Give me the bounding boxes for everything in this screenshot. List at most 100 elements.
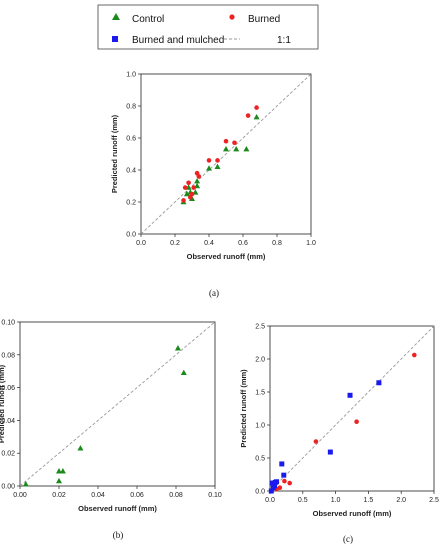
data-point-burned-mulched: [327, 449, 333, 455]
x-tick-label: 2.0: [396, 497, 406, 504]
legend: Control Burned Burned and mulched 1:1: [97, 4, 319, 50]
plot-frame: [140, 73, 312, 235]
y-tick-label: 0.0: [126, 232, 136, 239]
data-point-burned-mulched: [281, 472, 287, 478]
chart-panel-a: 0.0 0.2 0.4 0.6 0.8 1.0 0.0 0.2 0.4 0.6 0.8 1.0 Obse…: [110, 72, 316, 299]
x-tick-label: 0.0: [265, 497, 275, 504]
x-axis-label: Observed runoff (mm): [313, 509, 392, 518]
data-point-control: [206, 165, 212, 171]
x-axis-label: Observed runoff (mm): [78, 504, 157, 513]
x-tick-label: 0.06: [130, 492, 144, 499]
y-axis-label: Predicted runoff (mm): [110, 114, 119, 193]
y-tick-label: 0.0: [255, 489, 265, 496]
x-tick-label: 0.0: [136, 240, 146, 247]
data-point-control: [214, 163, 221, 169]
chart-panel-c: 0.0 0.5 1.0 1.5 2.0 2.5 0.0 0.5 1.0 1.5 2.0 2.5 Obse…: [239, 324, 439, 545]
y-tick-label: 1.0: [255, 423, 265, 430]
y-tick-label: 0.4: [126, 168, 136, 175]
data-point-burned: [191, 185, 196, 190]
plot-frame: [19, 321, 216, 487]
data-point-burned: [196, 174, 202, 179]
data-point-control: [180, 369, 187, 376]
x-tick-label: 0.5: [298, 497, 308, 504]
chart-panel-b: 0.00 0.02 0.04 0.06 0.08 0.10 0.00 0.02 0.04 0.06…: [0, 320, 222, 541]
x-tick-label: 0.10: [208, 492, 222, 499]
x-tick-label: 1.0: [331, 497, 341, 504]
y-tick-label: 2.5: [255, 324, 265, 331]
legend-box: [97, 4, 319, 50]
data-point-burned: [189, 191, 195, 197]
y-axis-label: Predicted runoff (mm): [239, 369, 248, 448]
data-point-burned: [254, 105, 259, 110]
x-tick-label: 1.0: [306, 240, 316, 247]
data-point-burned-mulched: [272, 483, 278, 489]
y-tick-label: 0.2: [126, 200, 136, 207]
data-point-burned-mulched: [347, 392, 353, 398]
panel-label: (c): [343, 534, 353, 544]
data-point-burned: [206, 158, 212, 163]
y-tick-label: 0.04: [1, 418, 15, 425]
data-point-burned-mulched: [274, 479, 280, 485]
data-point-control: [56, 477, 62, 484]
x-tick-label: 0.6: [238, 240, 248, 247]
x-tick-label: 0.8: [272, 240, 282, 247]
data-point-burned: [182, 185, 188, 190]
data-point-control: [253, 114, 260, 120]
x-tick-label: 2.5: [429, 497, 439, 504]
one-to-one-line: [269, 325, 435, 492]
data-point-burned-mulched: [279, 461, 285, 467]
one-to-one-line: [140, 73, 312, 235]
x-tick-label: 0.4: [204, 240, 214, 247]
panel-label: (b): [113, 530, 124, 540]
legend-triangle-icon: [112, 13, 120, 20]
legend-label-burned: Burned: [248, 14, 280, 25]
data-point-burned: [354, 419, 359, 425]
y-tick-label: 0.6: [126, 136, 136, 143]
data-point-control: [22, 481, 29, 487]
data-point-burned: [277, 485, 283, 491]
y-tick-label: 0.10: [1, 320, 15, 327]
x-tick-label: 0.08: [169, 492, 183, 499]
data-point-burned: [282, 478, 287, 484]
data-point-burned: [181, 198, 186, 203]
legend-label-one-to-one: 1:1: [277, 35, 291, 46]
data-point-burned-mulched: [268, 488, 274, 494]
data-point-burned: [215, 158, 220, 163]
data-point-control: [223, 146, 229, 152]
x-tick-label: 0.2: [170, 240, 180, 247]
legend-square-icon: [112, 36, 118, 42]
y-axis-label: Predicted runoff (mm): [0, 364, 6, 443]
x-tick-label: 0.04: [91, 492, 105, 499]
data-point-control: [59, 468, 66, 474]
data-point-burned: [287, 480, 292, 486]
one-to-one-line: [19, 321, 216, 487]
panel-label: (a): [209, 288, 219, 298]
data-point-burned-mulched: [376, 380, 382, 386]
data-point-control: [56, 468, 62, 474]
y-tick-label: 0.02: [1, 451, 15, 458]
legend-label-control: Control: [132, 14, 164, 25]
data-point-control: [243, 146, 250, 152]
y-tick-label: 1.5: [255, 390, 265, 397]
y-tick-label: 0.5: [255, 456, 265, 463]
x-tick-label: 0.00: [13, 492, 27, 499]
data-point-control: [77, 445, 84, 451]
data-point-burned: [186, 180, 191, 186]
x-tick-label: 0.02: [52, 492, 66, 499]
data-point-control: [233, 146, 240, 152]
data-point-control: [183, 190, 190, 197]
data-point-burned: [223, 138, 229, 144]
y-tick-label: 0.8: [126, 104, 136, 111]
legend-circle-icon: [229, 14, 235, 20]
data-point-control: [174, 345, 181, 351]
y-tick-label: 1.0: [126, 72, 136, 79]
data-point-burned: [313, 439, 319, 444]
y-tick-label: 0.08: [1, 352, 15, 359]
data-point-burned-mulched: [269, 480, 275, 486]
data-point-burned: [412, 352, 417, 358]
data-point-burned: [245, 113, 251, 118]
legend-label-burned-mulched: Burned and mulched: [132, 35, 224, 46]
y-tick-label: 0.06: [1, 385, 15, 392]
